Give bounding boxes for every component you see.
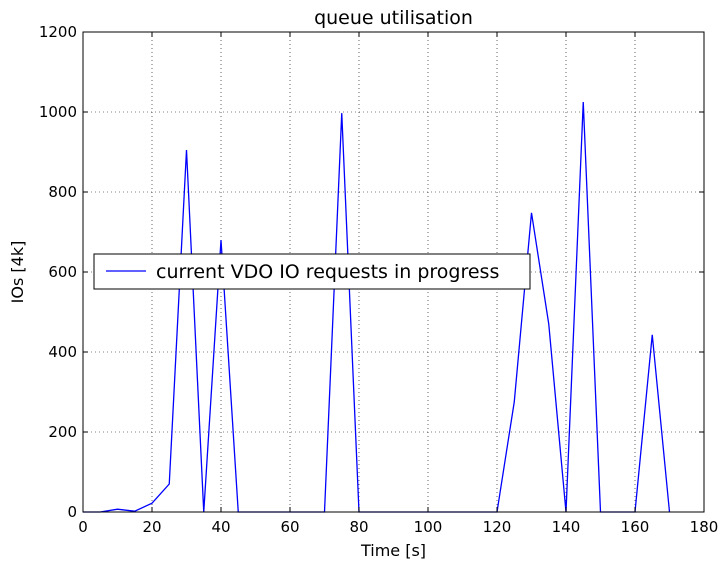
legend: current VDO IO requests in progress	[93, 253, 531, 290]
y-axis-label: IOs [4k]	[8, 241, 27, 304]
x-tick-label: 100	[414, 518, 443, 536]
y-tick-label: 1200	[39, 23, 77, 41]
x-tick-label: 20	[142, 518, 161, 536]
y-tick-label: 800	[48, 183, 77, 201]
y-tick-label: 600	[48, 263, 77, 281]
y-tick-labels: 0 200 400 600 800 1000 1200	[39, 23, 77, 521]
x-axis-label: Time [s]	[360, 541, 426, 560]
x-tick-label: 160	[621, 518, 650, 536]
x-tick-label: 180	[690, 518, 719, 536]
x-tick-label: 60	[280, 518, 299, 536]
chart-title: queue utilisation	[314, 7, 473, 29]
y-tick-label: 1000	[39, 103, 77, 121]
axis-ticks	[82, 31, 705, 513]
legend-box	[93, 253, 531, 290]
y-tick-label: 400	[48, 343, 77, 361]
x-tick-label: 40	[211, 518, 230, 536]
x-tick-label: 0	[78, 518, 88, 536]
legend-label: current VDO IO requests in progress	[156, 261, 499, 283]
series-line-0	[83, 101, 671, 513]
x-tick-label: 140	[552, 518, 581, 536]
x-tick-labels: 0 20 40 60 80 100 120 140 160 180	[78, 518, 718, 536]
series-lines	[83, 101, 671, 513]
y-tick-label: 200	[48, 423, 77, 441]
x-tick-label: 120	[483, 518, 512, 536]
x-tick-label: 80	[349, 518, 368, 536]
y-tick-label: 0	[67, 503, 77, 521]
